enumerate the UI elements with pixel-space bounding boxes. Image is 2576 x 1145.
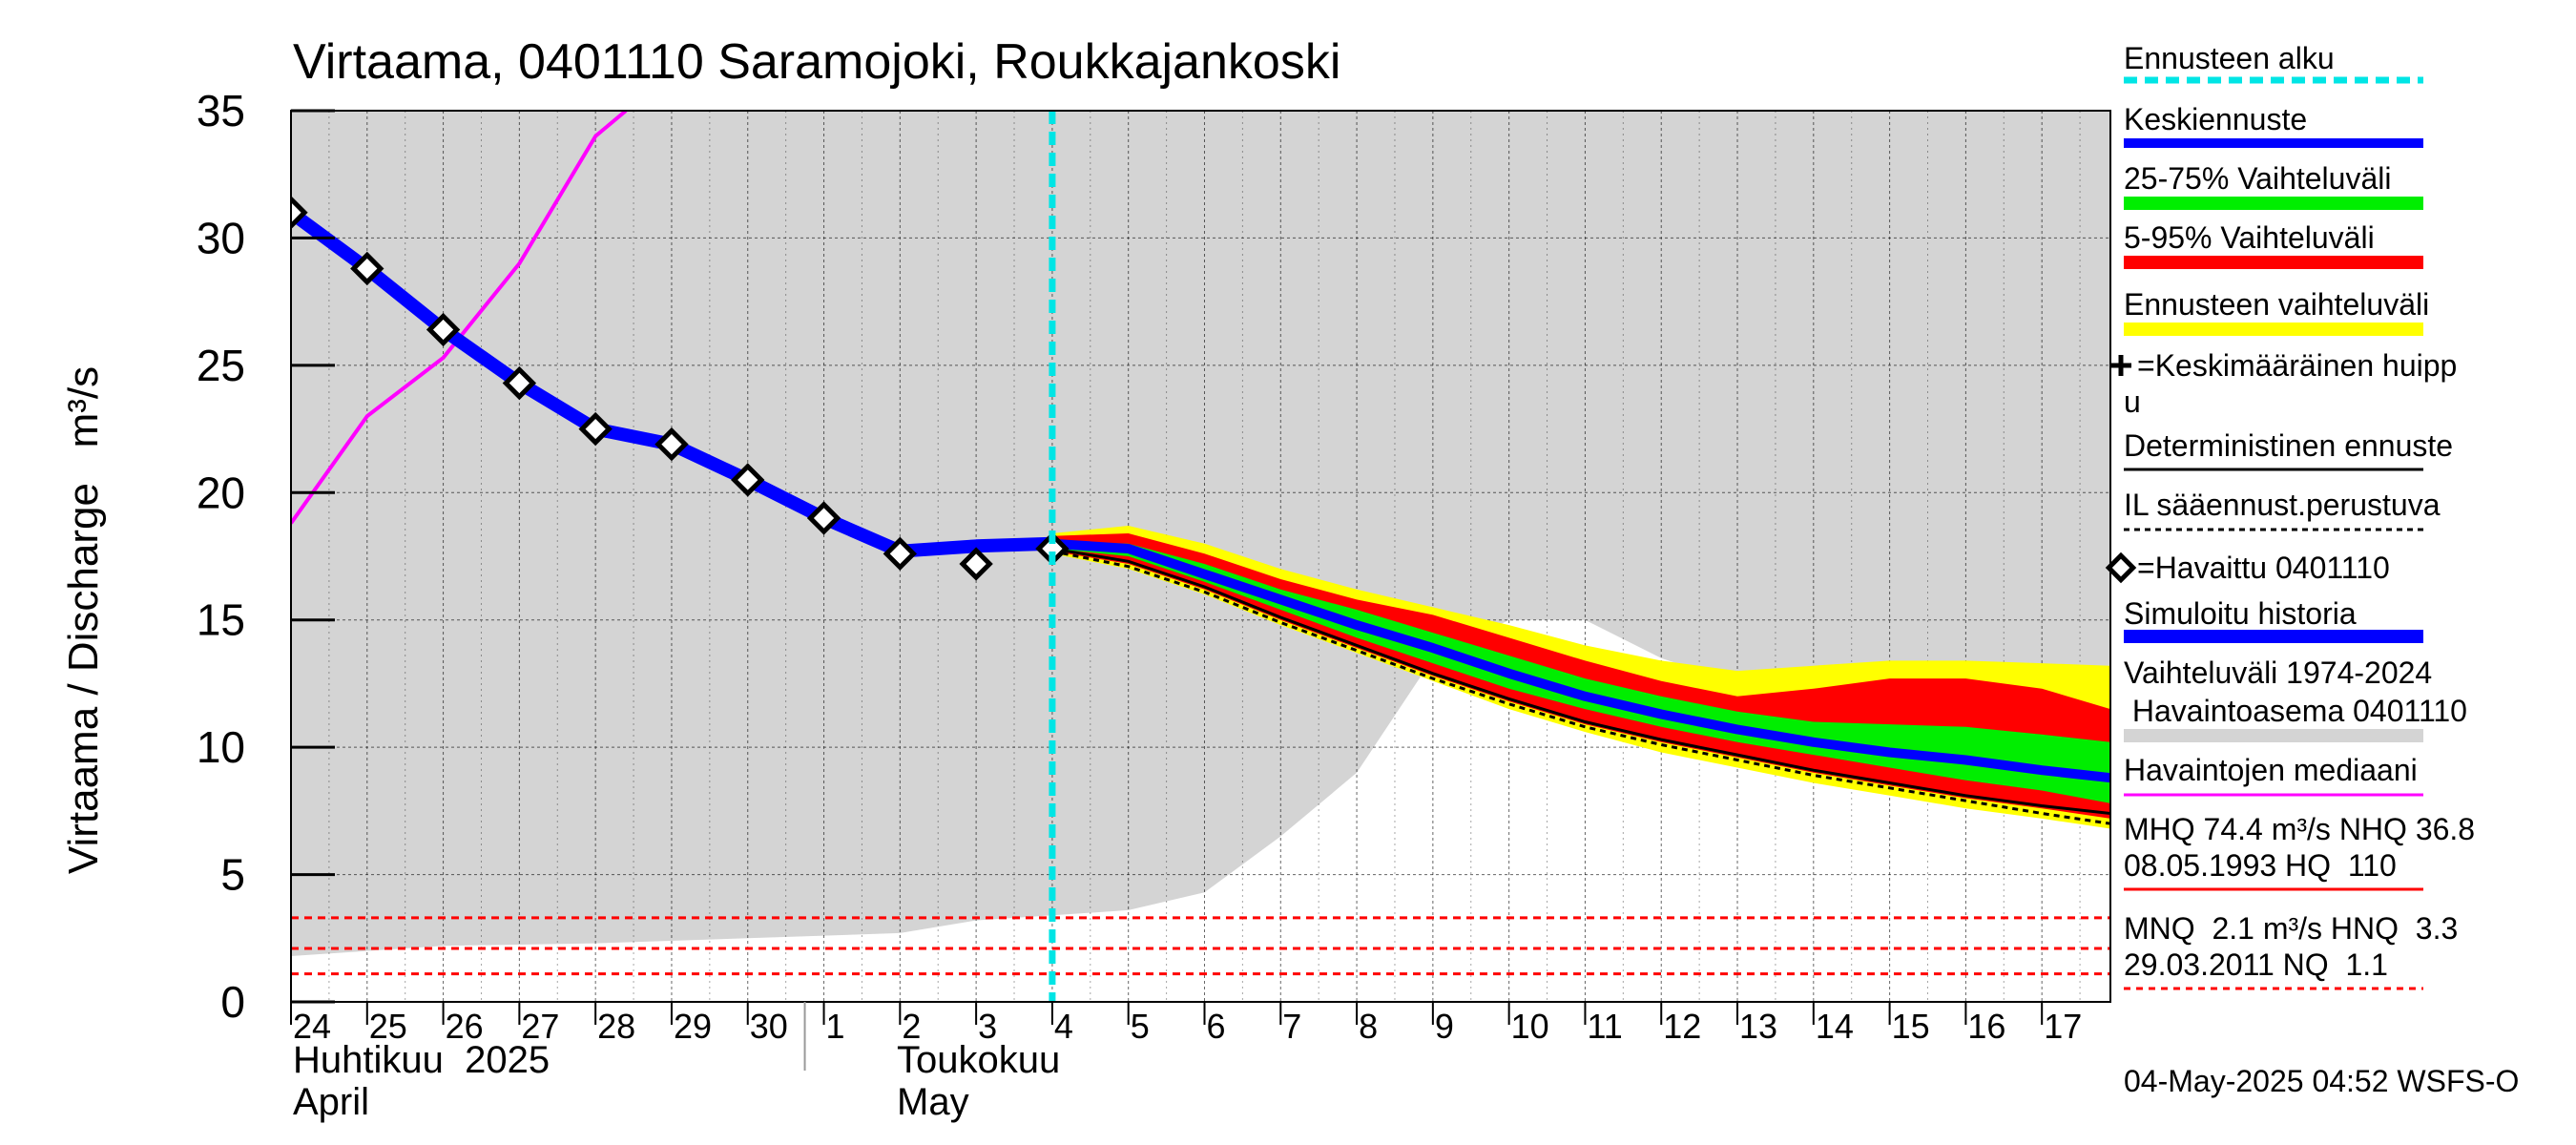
legend-label-history-2: Havaintoasema 0401110 xyxy=(2124,694,2467,728)
observed-point xyxy=(654,427,689,462)
deterministic-forecast-line xyxy=(1051,547,2110,815)
observed-point xyxy=(806,501,841,535)
x-tick-label: 25 xyxy=(369,1007,407,1046)
legend-label-history-1: Vaihteluväli 1974-2024 xyxy=(2124,656,2432,690)
legend-label-high-stats-2: 08.05.1993 HQ 110 xyxy=(2124,848,2397,883)
legend-label-low-stats-1: MNQ 2.1 m³/s HNQ 3.3 xyxy=(2124,911,2458,946)
x-tick-label: 1 xyxy=(826,1007,845,1046)
plot-frame xyxy=(290,110,2111,1003)
x-tick-label: 2 xyxy=(902,1007,921,1046)
y-tick-label: 25 xyxy=(197,341,245,390)
legend-label-high-stats-1: MHQ 74.4 m³/s NHQ 36.8 xyxy=(2124,812,2475,846)
x-tick-label: 16 xyxy=(1967,1007,2005,1046)
month-label-may-fi: Toukokuu xyxy=(897,1039,1060,1081)
observed-point xyxy=(578,411,613,447)
y-tick-label: 10 xyxy=(197,722,245,772)
chart-title: Virtaama, 0401110 Saramojoki, Roukkajank… xyxy=(293,34,1340,90)
y-tick-label: 15 xyxy=(197,595,245,645)
observed-point xyxy=(502,365,537,401)
month-label-april-en: April xyxy=(293,1081,369,1123)
mean-forecast-line xyxy=(1051,538,2110,783)
plus-icon xyxy=(2110,355,2131,376)
x-tick-label: 13 xyxy=(1739,1007,1777,1046)
x-tick-label: 30 xyxy=(750,1007,788,1046)
legend-label-band-forecast: Ennusteen vaihteluväli xyxy=(2124,287,2429,322)
x-tick-label: 5 xyxy=(1131,1007,1150,1046)
x-tick-label: 26 xyxy=(446,1007,484,1046)
y-tick-label: 30 xyxy=(197,213,245,262)
x-tick-label: 6 xyxy=(1206,1007,1225,1046)
history-range-band xyxy=(291,111,2110,956)
il-weather-forecast-line xyxy=(1051,550,2110,825)
observed-point xyxy=(291,196,308,230)
month-label-april-fi: Huhtikuu 2025 xyxy=(293,1039,550,1081)
y-tick-label: 35 xyxy=(197,86,245,135)
x-tick-label: 15 xyxy=(1892,1007,1930,1046)
legend-label-deterministic: Deterministinen ennuste xyxy=(2124,428,2453,463)
legend-label-forecast-start: Ennusteen alku xyxy=(2124,41,2335,75)
x-tick-label: 4 xyxy=(1054,1007,1073,1046)
footer-timestamp: 04-May-2025 04:52 WSFS-O xyxy=(2124,1064,2519,1098)
legend-label-observed: =Havaittu 0401110 xyxy=(2137,551,2390,585)
y-tick-label: 5 xyxy=(220,850,245,900)
observed-point xyxy=(883,536,918,572)
observed-point xyxy=(731,463,765,497)
legend-label-simulated: Simuloitu historia xyxy=(2124,596,2357,631)
forecast-band-25-75 xyxy=(1051,541,2110,803)
x-tick-label: 27 xyxy=(521,1007,559,1046)
observed-point xyxy=(1035,531,1070,566)
x-tick-label: 9 xyxy=(1435,1007,1454,1046)
x-tick-label: 12 xyxy=(1663,1007,1701,1046)
x-tick-label: 28 xyxy=(597,1007,635,1046)
observed-point xyxy=(350,251,384,286)
y-tick-label: 0 xyxy=(220,977,245,1027)
observed-point xyxy=(959,547,993,581)
legend-label-low-stats-2: 29.03.2011 NQ 1.1 xyxy=(2124,947,2388,982)
x-tick-label: 8 xyxy=(1359,1007,1378,1046)
observed-point xyxy=(426,312,461,347)
x-tick-label: 3 xyxy=(978,1007,997,1046)
diamond-icon xyxy=(2105,552,2137,584)
x-tick-label: 14 xyxy=(1816,1007,1854,1046)
median-line xyxy=(291,111,628,525)
legend: Ennusteen alku Keskiennuste 25-75% Vaiht… xyxy=(2105,41,2475,990)
x-tick-label: 17 xyxy=(2044,1007,2082,1046)
legend-label-mean-peak-1: =Keskimääräinen huipp xyxy=(2137,348,2457,383)
y-tick-label: 20 xyxy=(197,468,245,517)
month-label-may-en: May xyxy=(897,1081,969,1123)
x-tick-label: 7 xyxy=(1282,1007,1301,1046)
legend-label-il-weather: IL sääennust.perustuva xyxy=(2124,488,2441,522)
plot-layer xyxy=(291,111,2110,1002)
y-axis-label: Virtaama / Discharge m³/s xyxy=(60,366,107,874)
legend-label-median: Havaintojen mediaani xyxy=(2124,753,2418,787)
x-tick-label: 10 xyxy=(1511,1007,1549,1046)
x-tick-label: 11 xyxy=(1587,1007,1622,1046)
legend-label-band-25-75: 25-75% Vaihteluväli xyxy=(2124,161,2391,196)
legend-label-band-5-95: 5-95% Vaihteluväli xyxy=(2124,220,2375,255)
legend-label-mean-peak-2: u xyxy=(2124,385,2141,419)
legend-label-mean-forecast: Keskiennuste xyxy=(2124,102,2307,136)
x-tick-label: 24 xyxy=(293,1007,331,1046)
x-tick-label: 29 xyxy=(674,1007,712,1046)
